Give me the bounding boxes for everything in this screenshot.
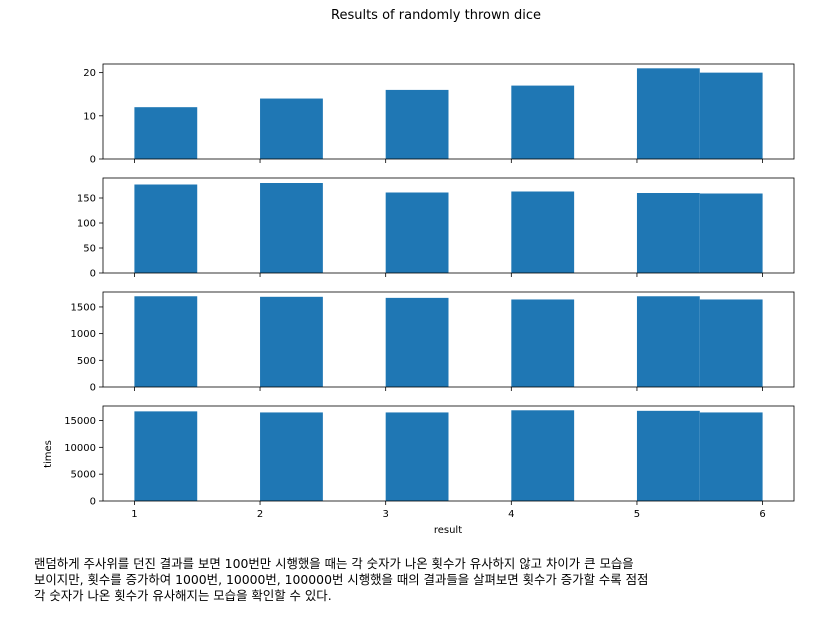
x-tick-label: 2 (257, 509, 263, 520)
histogram-bar (699, 299, 763, 387)
y-tick-label: 1500 (71, 302, 96, 313)
axes-frame (102, 405, 795, 502)
histogram-bar (134, 107, 198, 159)
x-tick-label: 6 (759, 509, 765, 520)
dice-histogram-figure: Results of randomly thrown dice 01020050… (43, 8, 795, 536)
histogram-bar (385, 89, 449, 159)
y-tick-label: 10 (83, 111, 96, 122)
histogram-bar (511, 299, 575, 387)
histogram-bar (699, 193, 763, 273)
histogram-bar (636, 296, 700, 387)
y-tick-label: 150 (77, 194, 96, 205)
y-tick-label: 0 (90, 155, 96, 166)
histogram-bar (511, 410, 575, 501)
chart-title: Results of randomly thrown dice (331, 8, 541, 23)
y-tick-label: 15000 (64, 416, 96, 427)
histogram-panel: 0 500 1000 1500 (71, 291, 795, 394)
histogram-panels: 0102005010015005001000150005000100001500… (64, 63, 795, 520)
histogram-panel: 0 50 100 150 (77, 177, 795, 280)
histogram-bar (511, 85, 575, 159)
y-tick-label: 10000 (64, 443, 96, 454)
histogram-bar (636, 68, 700, 159)
histogram-bar (134, 184, 198, 273)
x-tick-label: 1 (131, 509, 137, 520)
y-tick-label: 0 (90, 383, 96, 394)
histogram-bar (385, 297, 449, 387)
histogram-panel: 0 10 20 (83, 63, 795, 166)
histogram-bar (511, 191, 575, 273)
histogram-bar (134, 411, 198, 501)
caption-line: 보이지만, 횟수를 증가하여 1000번, 10000번, 100000번 시행… (34, 572, 649, 587)
histogram-bar (134, 296, 198, 387)
histogram-bar (260, 296, 323, 387)
histogram-bar (260, 98, 323, 159)
y-tick-label: 0 (90, 497, 96, 508)
caption: 랜덤하게 주사위를 던진 결과를 보면 100번만 시행했을 때는 각 숫자가 … (34, 556, 809, 604)
x-tick-label: 4 (508, 509, 514, 520)
histogram-bar (260, 183, 323, 273)
y-axis-label: times (43, 440, 54, 468)
y-tick-label: 500 (77, 356, 96, 367)
histogram-bar (260, 412, 323, 501)
caption-line: 각 숫자가 나온 횟수가 유사해지는 모습을 확인할 수 있다. (34, 588, 332, 603)
x-tick-label: 5 (634, 509, 640, 520)
histogram-bar (636, 193, 700, 273)
y-tick-label: 5000 (71, 470, 96, 481)
y-tick-label: 20 (83, 68, 96, 79)
axes-frame (102, 291, 795, 388)
histogram-bar (385, 412, 449, 501)
axes-frame (102, 63, 795, 160)
histogram-bar (699, 72, 763, 159)
y-tick-label: 1000 (71, 329, 96, 340)
x-tick-label: 3 (382, 509, 388, 520)
x-axis-label: result (434, 525, 462, 536)
histogram-bar (699, 412, 763, 501)
y-tick-label: 0 (90, 269, 96, 280)
y-tick-label: 50 (83, 244, 96, 255)
caption-line: 랜덤하게 주사위를 던진 결과를 보면 100번만 시행했을 때는 각 숫자가 … (34, 556, 634, 571)
axes-frame (102, 177, 795, 274)
histogram-bar (636, 410, 700, 501)
y-tick-label: 100 (77, 219, 96, 230)
histogram-bar (385, 192, 449, 273)
histogram-panel: 0 5000 10000 15000 1 2 3 4 5 6 (64, 405, 795, 520)
